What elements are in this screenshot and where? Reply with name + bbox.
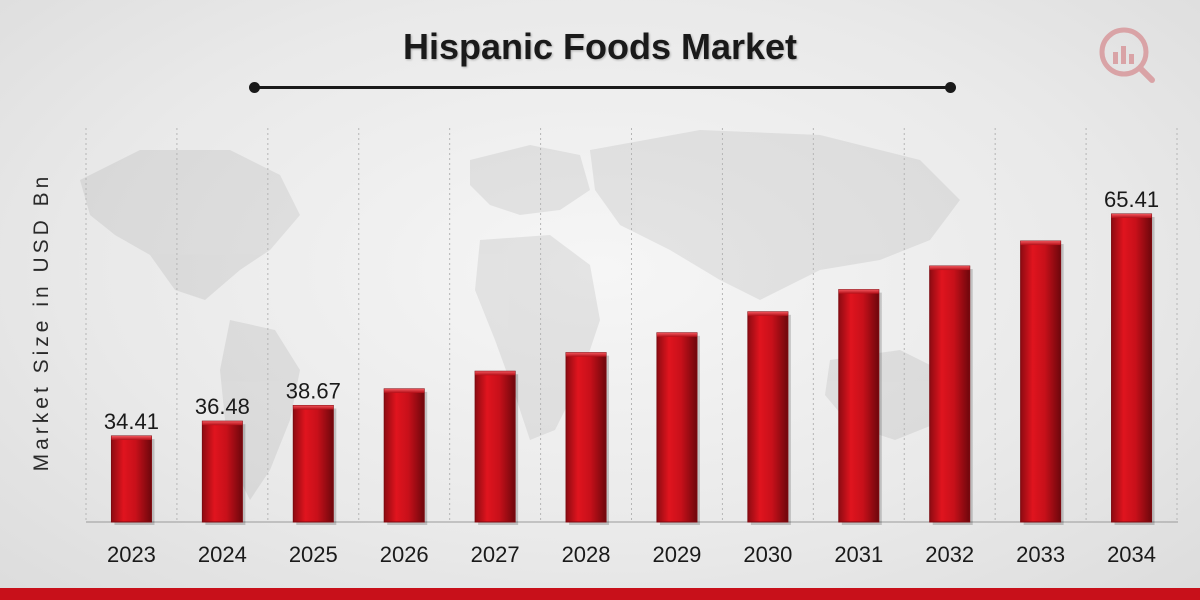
bar-cap xyxy=(111,436,152,440)
bar-series xyxy=(110,213,1155,525)
bar-2029 xyxy=(656,332,700,525)
x-tick-label: 2027 xyxy=(471,542,520,567)
bar-cap xyxy=(566,352,607,357)
bar xyxy=(565,352,607,523)
bar-2027 xyxy=(474,370,519,525)
data-label: 34.41 xyxy=(104,409,159,434)
bar-2024 xyxy=(201,420,246,525)
bar-2028 xyxy=(565,352,610,525)
bar-2030 xyxy=(747,311,791,525)
vertical-gridlines xyxy=(85,128,1178,522)
bar xyxy=(1111,213,1153,523)
x-tick-labels: 2023 2024 2025 2026 2027 2028 2029 2030 2031 2032… xyxy=(107,542,1156,567)
x-tick-label: 2033 xyxy=(1016,542,1065,567)
bar-cap xyxy=(293,405,334,410)
bar xyxy=(383,388,425,523)
bar-cap xyxy=(202,421,243,426)
x-tick-label: 2032 xyxy=(925,542,974,567)
bar-cap xyxy=(656,332,697,337)
bar-2032 xyxy=(929,265,973,525)
bar xyxy=(656,332,698,523)
bar-cap xyxy=(475,371,516,376)
bar-2033 xyxy=(1020,240,1064,525)
bar xyxy=(292,404,334,523)
bar-cap xyxy=(384,388,425,393)
bar xyxy=(474,370,516,523)
data-label: 65.41 xyxy=(1104,187,1159,212)
x-tick-label: 2028 xyxy=(562,542,611,567)
x-tick-label: 2025 xyxy=(289,542,338,567)
bar-2026 xyxy=(383,388,428,525)
market-research-logo-icon xyxy=(1094,22,1160,88)
bar-cap xyxy=(1111,214,1152,218)
bottom-accent-band xyxy=(0,588,1200,600)
bar xyxy=(110,435,152,523)
title-underline xyxy=(254,86,951,89)
title-underline-right-dot xyxy=(945,82,956,93)
x-tick-label: 2023 xyxy=(107,542,156,567)
data-label: 38.67 xyxy=(286,378,341,403)
bar-cap xyxy=(747,311,788,316)
x-tick-label: 2030 xyxy=(743,542,792,567)
x-tick-label: 2024 xyxy=(198,542,247,567)
bar-2031 xyxy=(838,289,882,525)
bar xyxy=(929,265,971,523)
bar-cap xyxy=(929,266,970,271)
bar-cap xyxy=(1020,241,1061,246)
bar-2025 xyxy=(292,404,337,525)
chart-title: Hispanic Foods Market xyxy=(402,26,798,67)
bar-cap xyxy=(838,289,879,294)
bar xyxy=(201,420,243,523)
x-tick-label: 2034 xyxy=(1107,542,1156,567)
x-tick-label: 2029 xyxy=(652,542,701,567)
title-underline-left-dot xyxy=(249,82,260,93)
bar xyxy=(838,289,880,523)
x-tick-label: 2031 xyxy=(834,542,883,567)
bar-2023 xyxy=(110,435,155,525)
bar-2034 xyxy=(1111,213,1155,525)
bar xyxy=(747,311,789,523)
x-tick-label: 2026 xyxy=(380,542,429,567)
bar xyxy=(1020,240,1062,523)
data-label: 36.48 xyxy=(195,394,250,419)
data-labels: 34.41 36.48 38.67 65.41 xyxy=(104,187,1159,434)
